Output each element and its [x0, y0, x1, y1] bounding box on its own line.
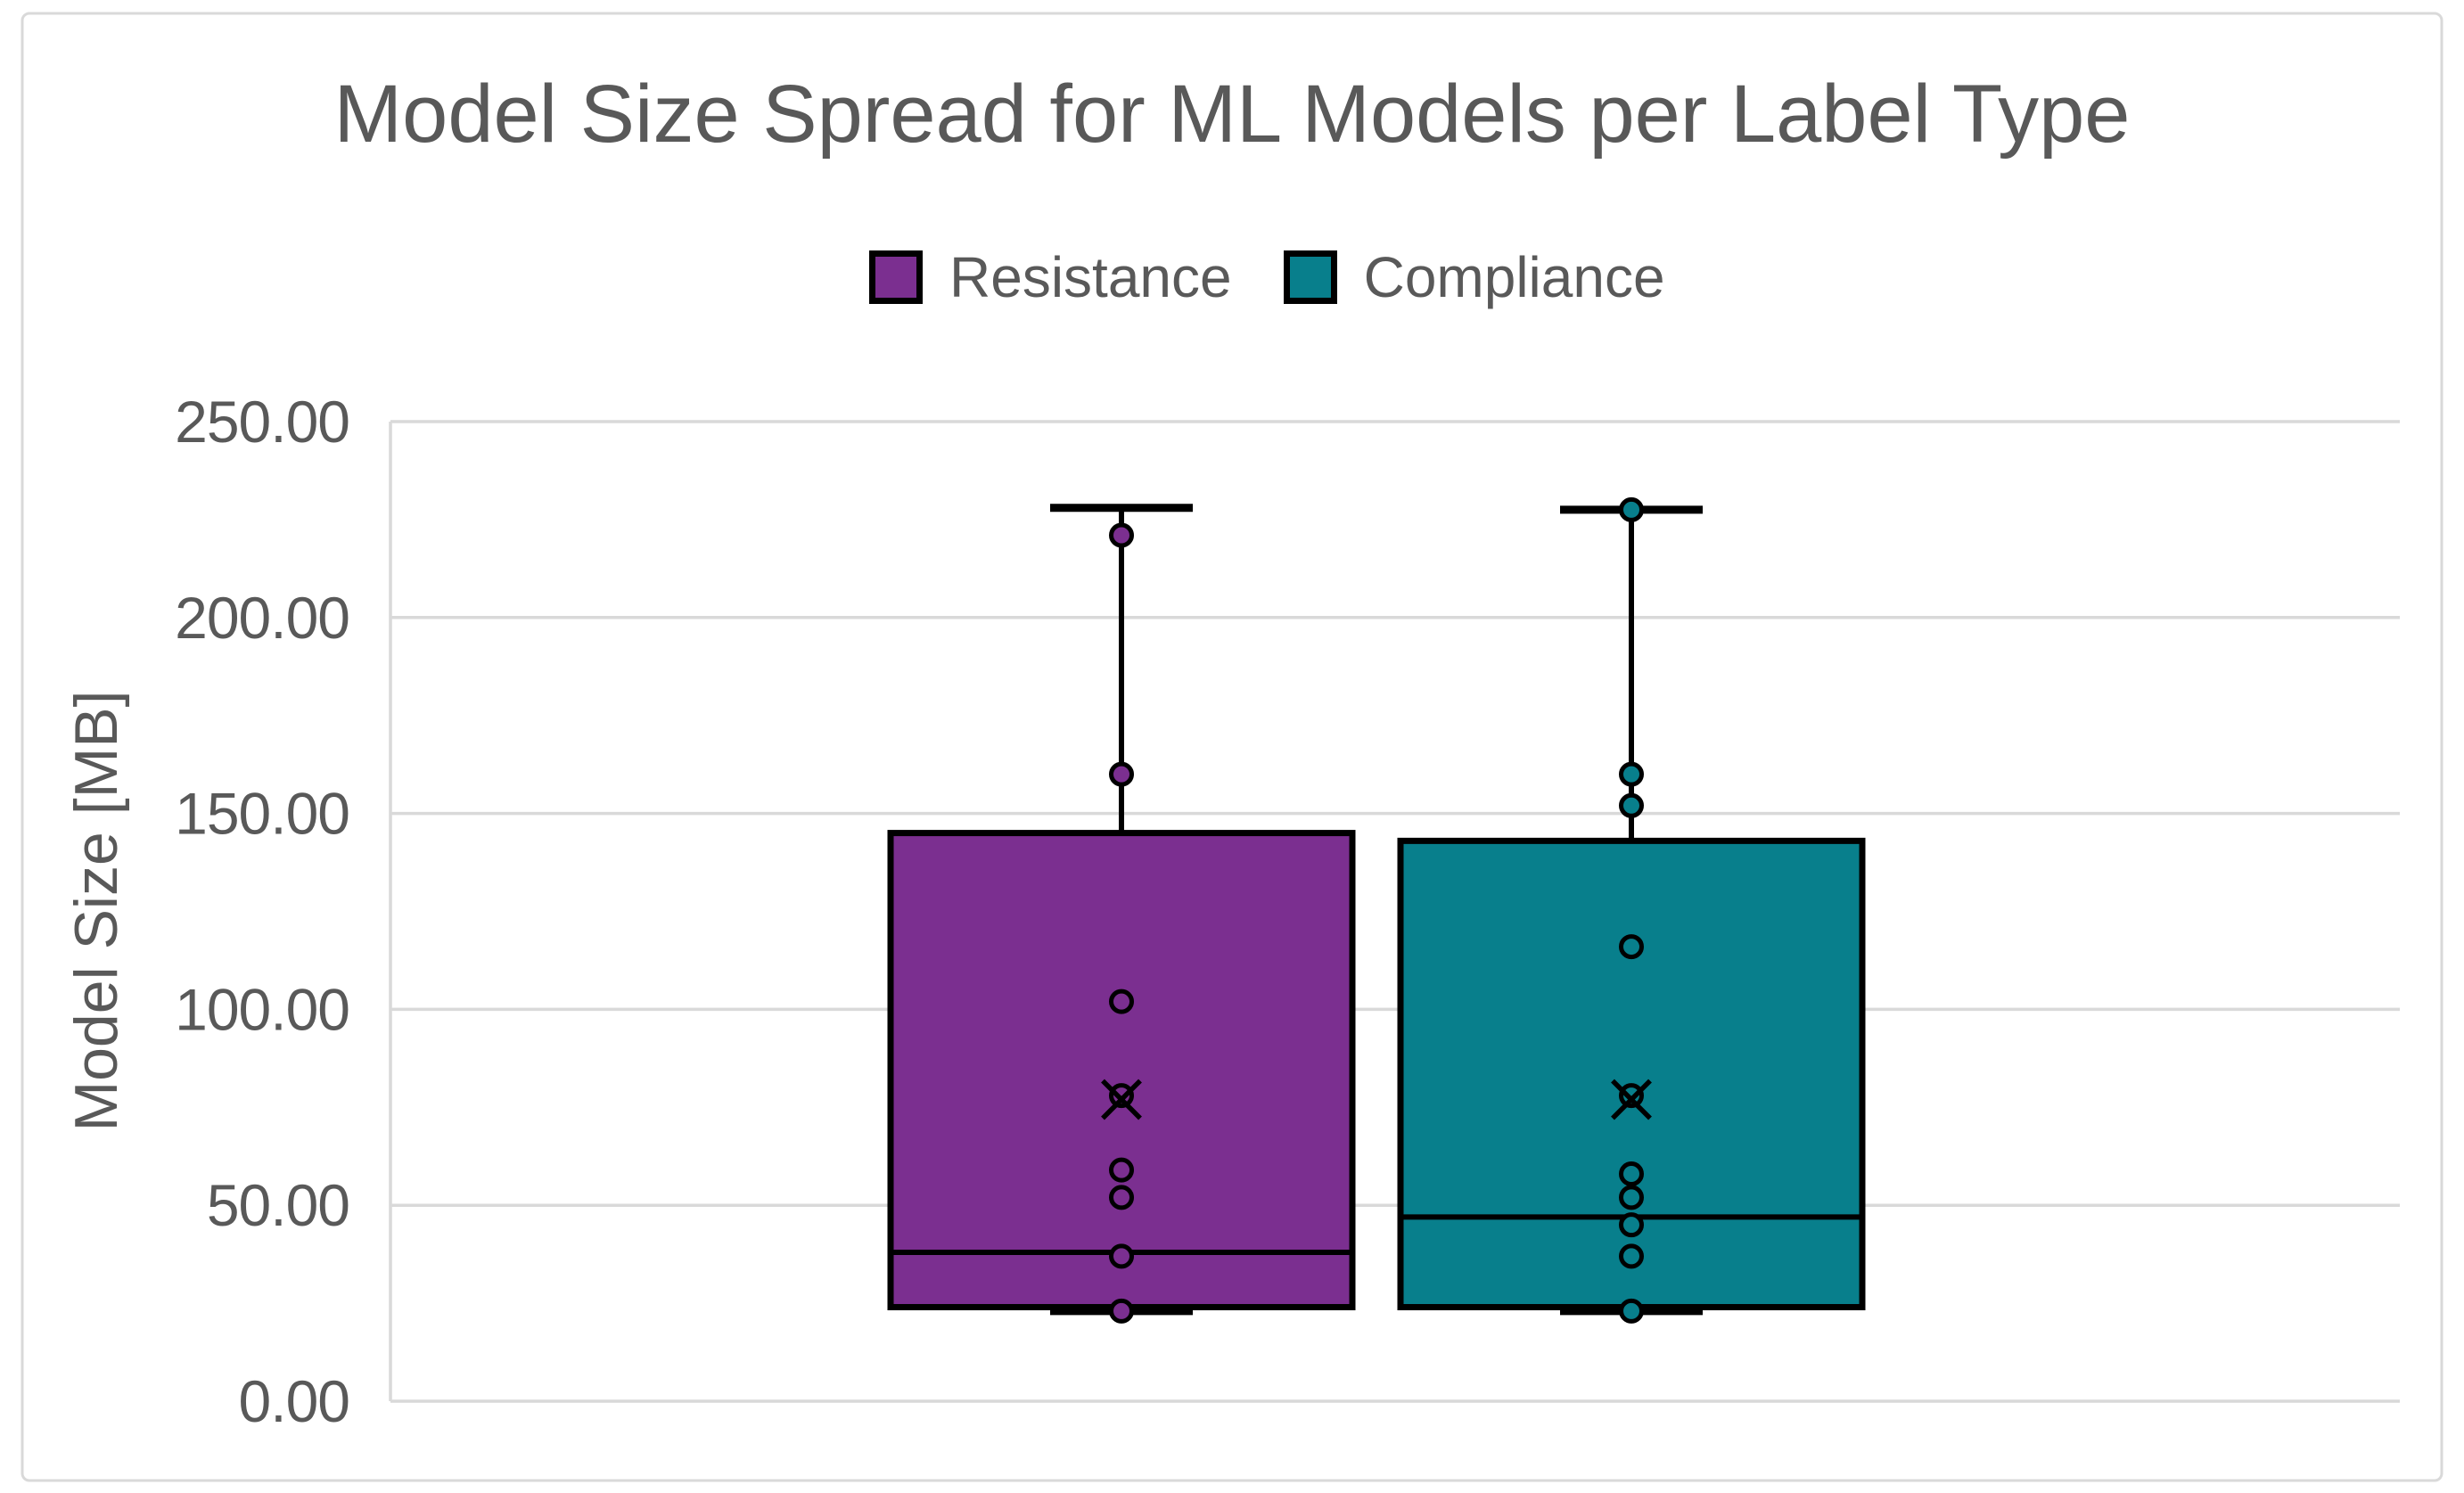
- y-tick-label: 150.00: [175, 781, 349, 847]
- legend-swatch-resistance: [869, 250, 923, 304]
- figure-border: [21, 12, 2443, 1482]
- box-resistance[interactable]: [887, 830, 1356, 1310]
- legend-label-resistance: Resistance: [949, 245, 1232, 309]
- data-point-compliance[interactable]: [1619, 1185, 1644, 1210]
- y-tick-label: 0.00: [239, 1368, 349, 1434]
- legend: Resistance Compliance: [869, 244, 1665, 310]
- data-point-compliance[interactable]: [1619, 1161, 1644, 1187]
- data-point-resistance[interactable]: [1109, 988, 1134, 1014]
- y-tick-label: 100.00: [175, 976, 349, 1042]
- y-tick-label: 50.00: [207, 1172, 349, 1238]
- y-tick-label: 200.00: [175, 585, 349, 651]
- data-point-resistance[interactable]: [1109, 1243, 1134, 1269]
- legend-item-compliance[interactable]: Compliance: [1283, 244, 1665, 310]
- mean-marker-resistance: [1101, 1079, 1142, 1120]
- data-point-compliance[interactable]: [1619, 1083, 1644, 1109]
- data-point-compliance[interactable]: [1619, 1298, 1644, 1324]
- mean-marker-compliance: [1611, 1079, 1652, 1120]
- data-point-resistance[interactable]: [1109, 1083, 1134, 1109]
- legend-label-compliance: Compliance: [1363, 245, 1665, 309]
- y-axis-title: Model Size [MB]: [62, 690, 130, 1132]
- y-tick-label: 250.00: [175, 389, 349, 455]
- data-point-compliance[interactable]: [1619, 934, 1644, 960]
- data-point-compliance[interactable]: [1619, 1212, 1644, 1238]
- data-point-resistance[interactable]: [1109, 522, 1134, 548]
- data-point-resistance[interactable]: [1109, 761, 1134, 787]
- data-point-compliance[interactable]: [1619, 496, 1644, 522]
- legend-item-resistance[interactable]: Resistance: [869, 244, 1232, 310]
- data-point-compliance[interactable]: [1619, 792, 1644, 818]
- data-point-resistance[interactable]: [1109, 1185, 1134, 1210]
- chart-title: Model Size Spread for ML Models per Labe…: [333, 69, 2131, 160]
- legend-swatch-compliance: [1283, 250, 1337, 304]
- data-point-compliance[interactable]: [1619, 1243, 1644, 1269]
- data-point-compliance[interactable]: [1619, 761, 1644, 787]
- data-point-resistance[interactable]: [1109, 1298, 1134, 1324]
- data-point-resistance[interactable]: [1109, 1157, 1134, 1183]
